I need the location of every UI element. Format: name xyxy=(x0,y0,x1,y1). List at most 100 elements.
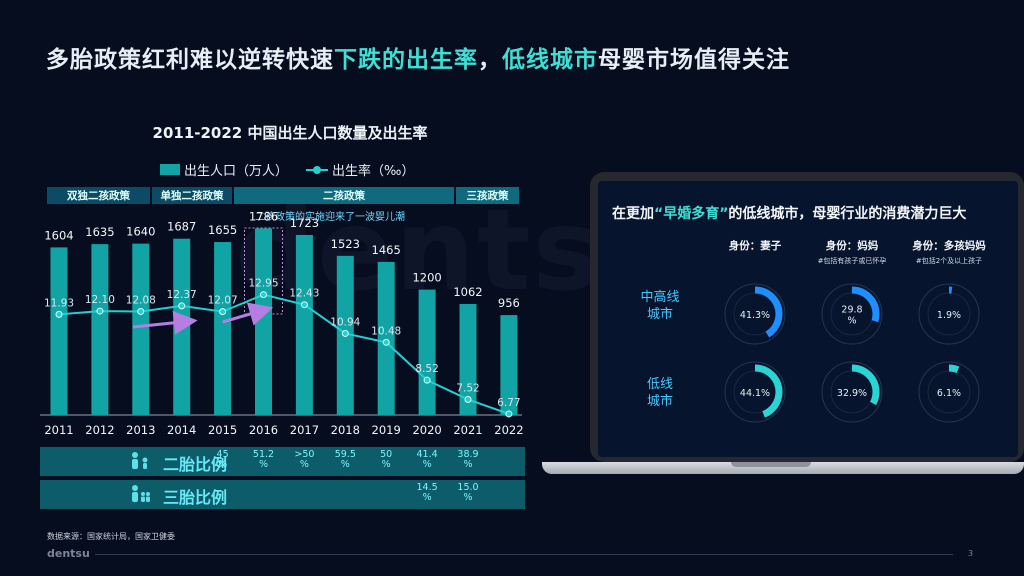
policy-double-only: 双独二孩政策 xyxy=(47,187,150,204)
second-child-ratio-2019: 50% xyxy=(371,450,401,470)
second-child-ratio-unit: % xyxy=(218,459,228,470)
x-tick-2016: 2016 xyxy=(249,423,278,437)
row-label-high-tier-2: 城市 xyxy=(646,307,673,322)
x-tick-2022: 2022 xyxy=(494,423,523,437)
bar-label-2011: 1604 xyxy=(44,228,73,242)
baby-boom-note: 二孩政策的实施迎来了一波婴儿潮 xyxy=(255,212,405,223)
rate-line xyxy=(58,293,510,415)
x-tick-2017: 2017 xyxy=(290,423,319,437)
second-child-ratio-unit: % xyxy=(340,459,350,470)
col-head-multi-mom: 身份：多孩妈妈 xyxy=(912,240,986,252)
second-child-ratio-value: 50 xyxy=(380,449,393,460)
rate-label-2017: 12.43 xyxy=(289,288,319,300)
child-ratio-table: 二胎比例 45% 51.2% >50% 59.5% 50% 41.4% 38.9% 三胎比例… xyxy=(40,447,525,509)
x-tick-2019: 2019 xyxy=(372,423,401,437)
col-head-mom: 身份：妈妈 xyxy=(825,240,879,252)
legend-bar-swatch xyxy=(160,164,180,175)
third-child-ratio-unit: % xyxy=(422,492,432,503)
third-child-ratio-value: 14.5 xyxy=(416,482,438,493)
rate-point-2019 xyxy=(382,338,390,346)
second-child-ratio-value: 51.2 xyxy=(252,449,275,460)
bar-births-2013 xyxy=(132,243,150,415)
bar-label-2020: 1200 xyxy=(412,271,441,285)
second-child-row: 二胎比例 45% 51.2% >50% 59.5% 50% 41.4% 38.9% xyxy=(40,447,525,476)
col-head-wife: 身份：妻子 xyxy=(728,240,782,252)
rate-point-2021 xyxy=(464,395,472,403)
rate-label-2018: 10.94 xyxy=(330,316,360,328)
x-tick-2015: 2015 xyxy=(208,423,237,437)
second-child-ratio-value: 45 xyxy=(216,449,229,460)
legend-label-rate: 出生率（‰） xyxy=(332,164,415,179)
bar-births-2019 xyxy=(377,261,395,415)
bar-label-2019: 1465 xyxy=(372,243,401,257)
trend-arrow-1 xyxy=(132,310,198,335)
bar-births-2020 xyxy=(418,289,436,415)
rate-label-2021: 7.52 xyxy=(456,382,479,394)
page-number: 3 xyxy=(968,549,974,558)
laptop-base xyxy=(542,462,1024,474)
rate-point-2012 xyxy=(96,307,104,315)
chart-legend: 出生人口（万人） 出生率（‰） xyxy=(160,160,414,179)
x-tick-2013: 2013 xyxy=(126,423,155,437)
bar-births-2015 xyxy=(214,242,232,415)
rate-point-2022 xyxy=(505,410,513,418)
row-label-low-tier-1: 低线 xyxy=(646,377,673,392)
bar-label-2015: 1655 xyxy=(208,223,237,237)
second-child-ratio-value: 59.5 xyxy=(334,449,356,460)
bar-label-2016: 1786 xyxy=(249,209,278,223)
row-label-low-tier: 低线 城市 xyxy=(630,376,690,410)
second-child-ratio-value: 41.4 xyxy=(416,449,438,460)
rate-label-2012: 12.10 xyxy=(85,294,115,306)
rate-point-2011 xyxy=(55,310,63,318)
rate-point-2017 xyxy=(300,301,308,309)
second-child-ratio-2021: 38.9% xyxy=(453,450,483,470)
policy-three-child: 三孩政策 xyxy=(456,187,519,204)
bar-births-2016 xyxy=(255,228,272,415)
headline-highlight-2: 低线城市 xyxy=(502,47,598,73)
laptop-notch xyxy=(731,462,811,467)
laptop-title: 在更加“早婚多育”的低线城市，母婴行业的消费潜力巨大 xyxy=(612,203,966,223)
bar-label-2017: 1723 xyxy=(290,216,319,230)
headline-highlight-1: 下跌的出生率 xyxy=(334,47,478,73)
rate-point-2014 xyxy=(178,302,186,310)
rate-label-2014: 12.37 xyxy=(167,289,197,301)
rate-label-2020: 8.52 xyxy=(415,363,438,375)
legend-line-swatch xyxy=(306,165,329,175)
second-child-ratio-unit: % xyxy=(299,459,309,470)
page-headline: 多胎政策红利难以逆转快速下跌的出生率，低线城市母婴市场值得关注 xyxy=(46,40,790,74)
rate-point-2020 xyxy=(423,376,431,384)
second-child-ratio-unit: % xyxy=(463,459,473,470)
row-label-high-tier: 中高线 城市 xyxy=(630,289,690,323)
col-sub-mom: #包括有孩子或已怀孕 xyxy=(817,257,887,265)
second-child-ratio-unit: % xyxy=(258,459,269,470)
bar-label-2018: 1523 xyxy=(331,237,360,251)
second-child-ratio-2018: 59.5% xyxy=(330,450,360,470)
second-child-ratio-value: >50 xyxy=(294,449,315,460)
laptop-title-post: 的低线城市，母婴行业的消费潜力巨大 xyxy=(728,206,967,222)
rate-point-2015 xyxy=(219,308,227,316)
bar-births-2017 xyxy=(295,234,313,415)
bar-label-2014: 1687 xyxy=(167,220,196,234)
rate-label-2015: 12.07 xyxy=(208,295,238,307)
second-child-label: 二胎比例 xyxy=(163,455,228,474)
third-child-label: 三胎比例 xyxy=(163,488,228,507)
col-sub-multi-mom: #包括2个及以上孩子 xyxy=(915,257,983,265)
parent-child-icon xyxy=(128,451,152,473)
rate-label-2019: 10.48 xyxy=(371,325,401,337)
rate-point-2018 xyxy=(341,329,349,337)
x-tick-2020: 2020 xyxy=(412,423,441,437)
x-tick-2011: 2011 xyxy=(44,423,73,437)
legend-item-rate: 出生率（‰） xyxy=(306,160,414,179)
bar-label-2013: 1640 xyxy=(126,225,155,239)
bar-label-2022: 956 xyxy=(498,296,520,310)
second-child-ratio-unit: % xyxy=(422,459,432,470)
rate-label-2011: 11.93 xyxy=(44,297,74,309)
birth-chart: 1604 2011 1635 2012 1640 2013 1687 2014 1655 2015… xyxy=(40,209,524,437)
footer-divider xyxy=(95,554,953,555)
second-child-ratio-2015: 45% xyxy=(208,450,238,470)
footer-logo: dentsu xyxy=(47,547,90,560)
rate-label-2013: 12.08 xyxy=(126,294,156,306)
legend-item-births: 出生人口（万人） xyxy=(160,160,288,179)
legend-label-births: 出生人口（万人） xyxy=(184,164,289,179)
x-tick-2018: 2018 xyxy=(331,423,360,437)
